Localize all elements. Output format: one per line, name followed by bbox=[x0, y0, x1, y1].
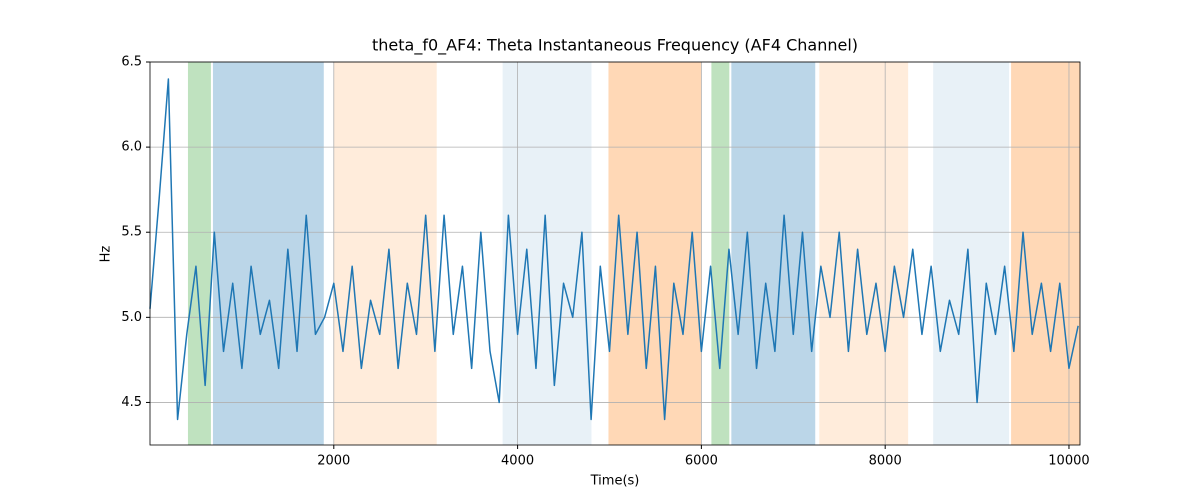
y-tick-label: 5.0 bbox=[121, 310, 142, 325]
shaded-span bbox=[1011, 62, 1080, 445]
x-axis-label: Time(s) bbox=[590, 474, 640, 489]
y-axis-label: Hz bbox=[99, 246, 114, 263]
x-tick-label: 8000 bbox=[869, 454, 902, 469]
shaded-span bbox=[608, 62, 702, 445]
axes-frame bbox=[149, 61, 1081, 446]
shaded-span bbox=[711, 62, 730, 445]
shaded-span bbox=[819, 62, 909, 445]
x-tick-label: 4000 bbox=[501, 454, 534, 469]
chart-title: theta_f0_AF4: Theta Instantaneous Freque… bbox=[372, 36, 858, 56]
y-tick-label: 6.0 bbox=[121, 140, 142, 155]
x-tick-label: 10000 bbox=[1048, 454, 1089, 469]
shaded-span bbox=[333, 62, 437, 445]
shaded-span bbox=[933, 62, 1010, 445]
y-tick-label: 4.5 bbox=[121, 395, 142, 410]
shaded-span bbox=[187, 62, 211, 445]
x-tick-label: 6000 bbox=[685, 454, 718, 469]
shaded-span bbox=[212, 62, 324, 445]
y-tick-label: 6.5 bbox=[121, 55, 142, 70]
y-tick-label: 5.5 bbox=[121, 225, 142, 240]
x-tick-label: 2000 bbox=[317, 454, 350, 469]
shaded-span bbox=[731, 62, 816, 445]
data-line bbox=[149, 78, 1079, 421]
